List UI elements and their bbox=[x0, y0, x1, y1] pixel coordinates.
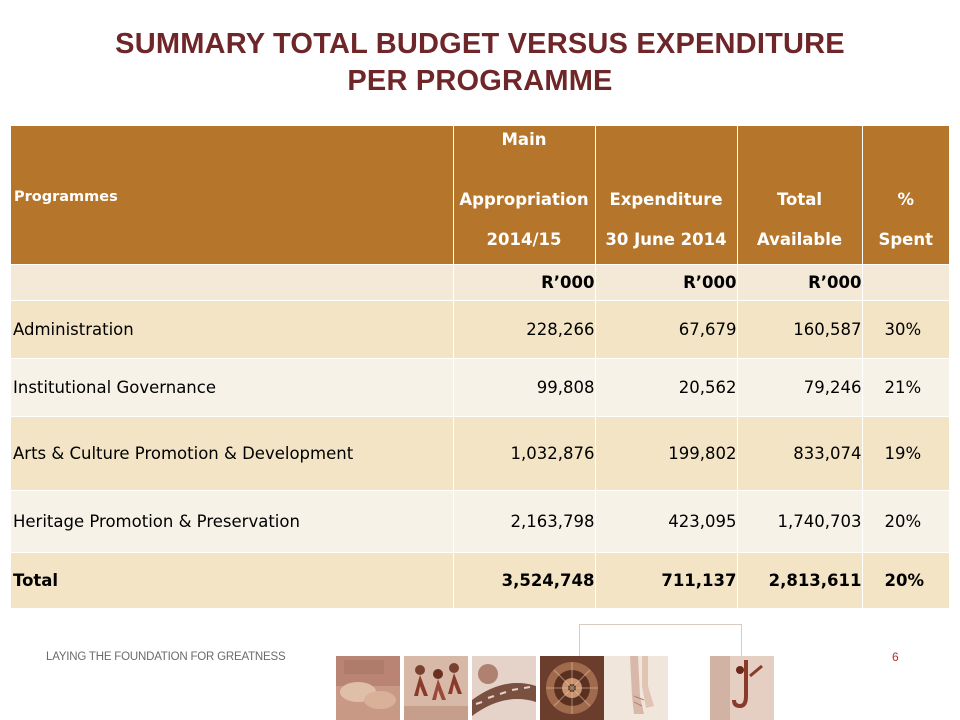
saxophone-photo bbox=[710, 656, 774, 720]
main-appropriation-value: 1,032,876 bbox=[453, 416, 596, 491]
budget-table: Programmes Main Appropriation 2014/15 Ex… bbox=[11, 126, 949, 609]
programme-name: Institutional Governance bbox=[11, 358, 454, 417]
header-expenditure: Expenditure 30 June 2014 bbox=[595, 126, 738, 265]
main-appropriation-value: 3,524,748 bbox=[453, 552, 596, 609]
units-cell-empty bbox=[11, 264, 454, 301]
total-available-value: 2,813,611 bbox=[737, 552, 863, 609]
beadwork-photo bbox=[540, 656, 604, 720]
table-row: Administration 228,266 67,679 160,587 30… bbox=[11, 300, 949, 359]
header-total-line1: Total bbox=[776, 190, 823, 209]
programme-name: Administration bbox=[11, 300, 454, 359]
programme-name: Heritage Promotion & Preservation bbox=[11, 490, 454, 553]
pct-spent-value: 20% bbox=[862, 490, 949, 553]
programme-name: Arts & Culture Promotion & Development bbox=[11, 416, 454, 491]
header-programmes: Programmes bbox=[11, 126, 454, 265]
pct-spent-value: 30% bbox=[862, 300, 949, 359]
header-main-appropriation: Main Appropriation 2014/15 bbox=[453, 126, 596, 265]
header-pct-line2: Spent bbox=[878, 230, 934, 249]
expenditure-value: 199,802 bbox=[595, 416, 738, 491]
slide-title: SUMMARY TOTAL BUDGET VERSUS EXPENDITURE … bbox=[0, 26, 960, 100]
main-appropriation-value: 228,266 bbox=[453, 300, 596, 359]
table-row: Institutional Governance 99,808 20,562 7… bbox=[11, 358, 949, 417]
main-appropriation-value: 99,808 bbox=[453, 358, 596, 417]
table-row: Heritage Promotion & Preservation 2,163,… bbox=[11, 490, 949, 553]
total-available-value: 79,246 bbox=[737, 358, 863, 417]
header-pct-spent: % Spent bbox=[862, 126, 949, 265]
slide-title-line1: SUMMARY TOTAL BUDGET VERSUS EXPENDITURE bbox=[115, 28, 845, 60]
total-available-value: 833,074 bbox=[737, 416, 863, 491]
footer-tagline: LAYING THE FOUNDATION FOR GREATNESS bbox=[46, 651, 286, 663]
hands-photo bbox=[336, 656, 400, 720]
ballet-shoes-photo bbox=[604, 656, 668, 720]
units-cell: R’000 bbox=[595, 264, 738, 301]
units-cell: R’000 bbox=[737, 264, 863, 301]
total-available-value: 1,740,703 bbox=[737, 490, 863, 553]
expenditure-value: 711,137 bbox=[595, 552, 738, 609]
table-row: Arts & Culture Promotion & Development 1… bbox=[11, 416, 949, 491]
expenditure-value: 423,095 bbox=[595, 490, 738, 553]
dancers-photo bbox=[404, 656, 468, 720]
slide-title-line2: PER PROGRAMME bbox=[347, 65, 613, 97]
units-cell: R’000 bbox=[453, 264, 596, 301]
header-pct-line1: % bbox=[897, 190, 915, 209]
pct-spent-value: 19% bbox=[862, 416, 949, 491]
page-number: 6 bbox=[892, 650, 899, 664]
header-main-line2: Appropriation bbox=[459, 190, 589, 209]
units-row: R’000 R’000 R’000 bbox=[11, 264, 949, 301]
expenditure-value: 67,679 bbox=[595, 300, 738, 359]
pct-spent-value: 21% bbox=[862, 358, 949, 417]
header-expenditure-line1: Expenditure bbox=[609, 190, 723, 209]
main-appropriation-value: 2,163,798 bbox=[453, 490, 596, 553]
table-total-row: Total 3,524,748 711,137 2,813,611 20% bbox=[11, 552, 949, 609]
pct-spent-value: 20% bbox=[862, 552, 949, 609]
header-main-line3: 2014/15 bbox=[486, 230, 562, 249]
total-available-value: 160,587 bbox=[737, 300, 863, 359]
table-header-row: Programmes Main Appropriation 2014/15 Ex… bbox=[11, 126, 949, 265]
film-reel-photo bbox=[472, 656, 536, 720]
header-total-available: Total Available bbox=[737, 126, 863, 265]
header-main-line1: Main bbox=[501, 130, 547, 149]
header-expenditure-line2: 30 June 2014 bbox=[605, 230, 727, 249]
header-total-line2: Available bbox=[756, 230, 843, 249]
expenditure-value: 20,562 bbox=[595, 358, 738, 417]
units-cell-empty bbox=[862, 264, 949, 301]
programme-name: Total bbox=[11, 552, 454, 609]
